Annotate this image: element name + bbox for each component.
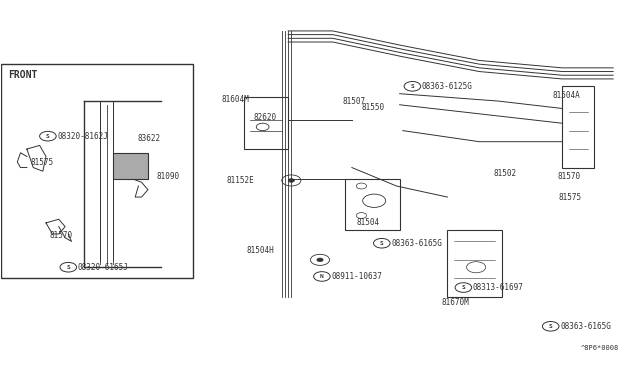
Text: 08363-6165G: 08363-6165G [392,239,442,248]
Text: 08320-6165J: 08320-6165J [78,263,129,272]
Bar [447,230,502,297]
Text: S: S [380,241,384,246]
Text: 81504: 81504 [357,218,380,227]
Text: 82620: 82620 [253,113,276,122]
Text: S: S [461,285,465,290]
Text: S: S [46,134,50,139]
Text: 81570: 81570 [557,172,581,181]
Circle shape [317,258,323,262]
Text: 81152E: 81152E [227,176,254,185]
Text: 08363-6165G: 08363-6165G [560,322,611,331]
Text: ^8P6*0008: ^8P6*0008 [581,346,620,352]
Bar [562,86,594,167]
Circle shape [288,179,294,182]
Text: 08363-6125G: 08363-6125G [422,82,473,91]
Text: 81507: 81507 [342,97,365,106]
Text: S: S [548,324,552,329]
Text: 08313-61697: 08313-61697 [473,283,524,292]
Text: 81090: 81090 [156,172,179,181]
Text: 81575: 81575 [30,157,53,167]
Bar [1,64,193,278]
Text: 81670M: 81670M [441,298,469,307]
Text: 08320-8162J: 08320-8162J [58,132,108,141]
Text: 83622: 83622 [138,134,161,142]
Text: 81502: 81502 [493,169,516,177]
Text: FRONT: FRONT [8,70,37,80]
Bar [244,97,288,149]
Bar [113,153,148,179]
Bar [346,179,399,230]
Text: 81570: 81570 [49,231,72,240]
Text: 81604M: 81604M [221,95,249,104]
Text: S: S [67,265,70,270]
Text: 81504H: 81504H [246,246,275,255]
Text: S: S [410,84,414,89]
Text: 81504A: 81504A [552,91,580,100]
Text: 81575: 81575 [559,193,582,202]
Text: 81550: 81550 [362,103,385,112]
Text: N: N [320,274,324,279]
Text: 08911-10637: 08911-10637 [332,272,382,281]
